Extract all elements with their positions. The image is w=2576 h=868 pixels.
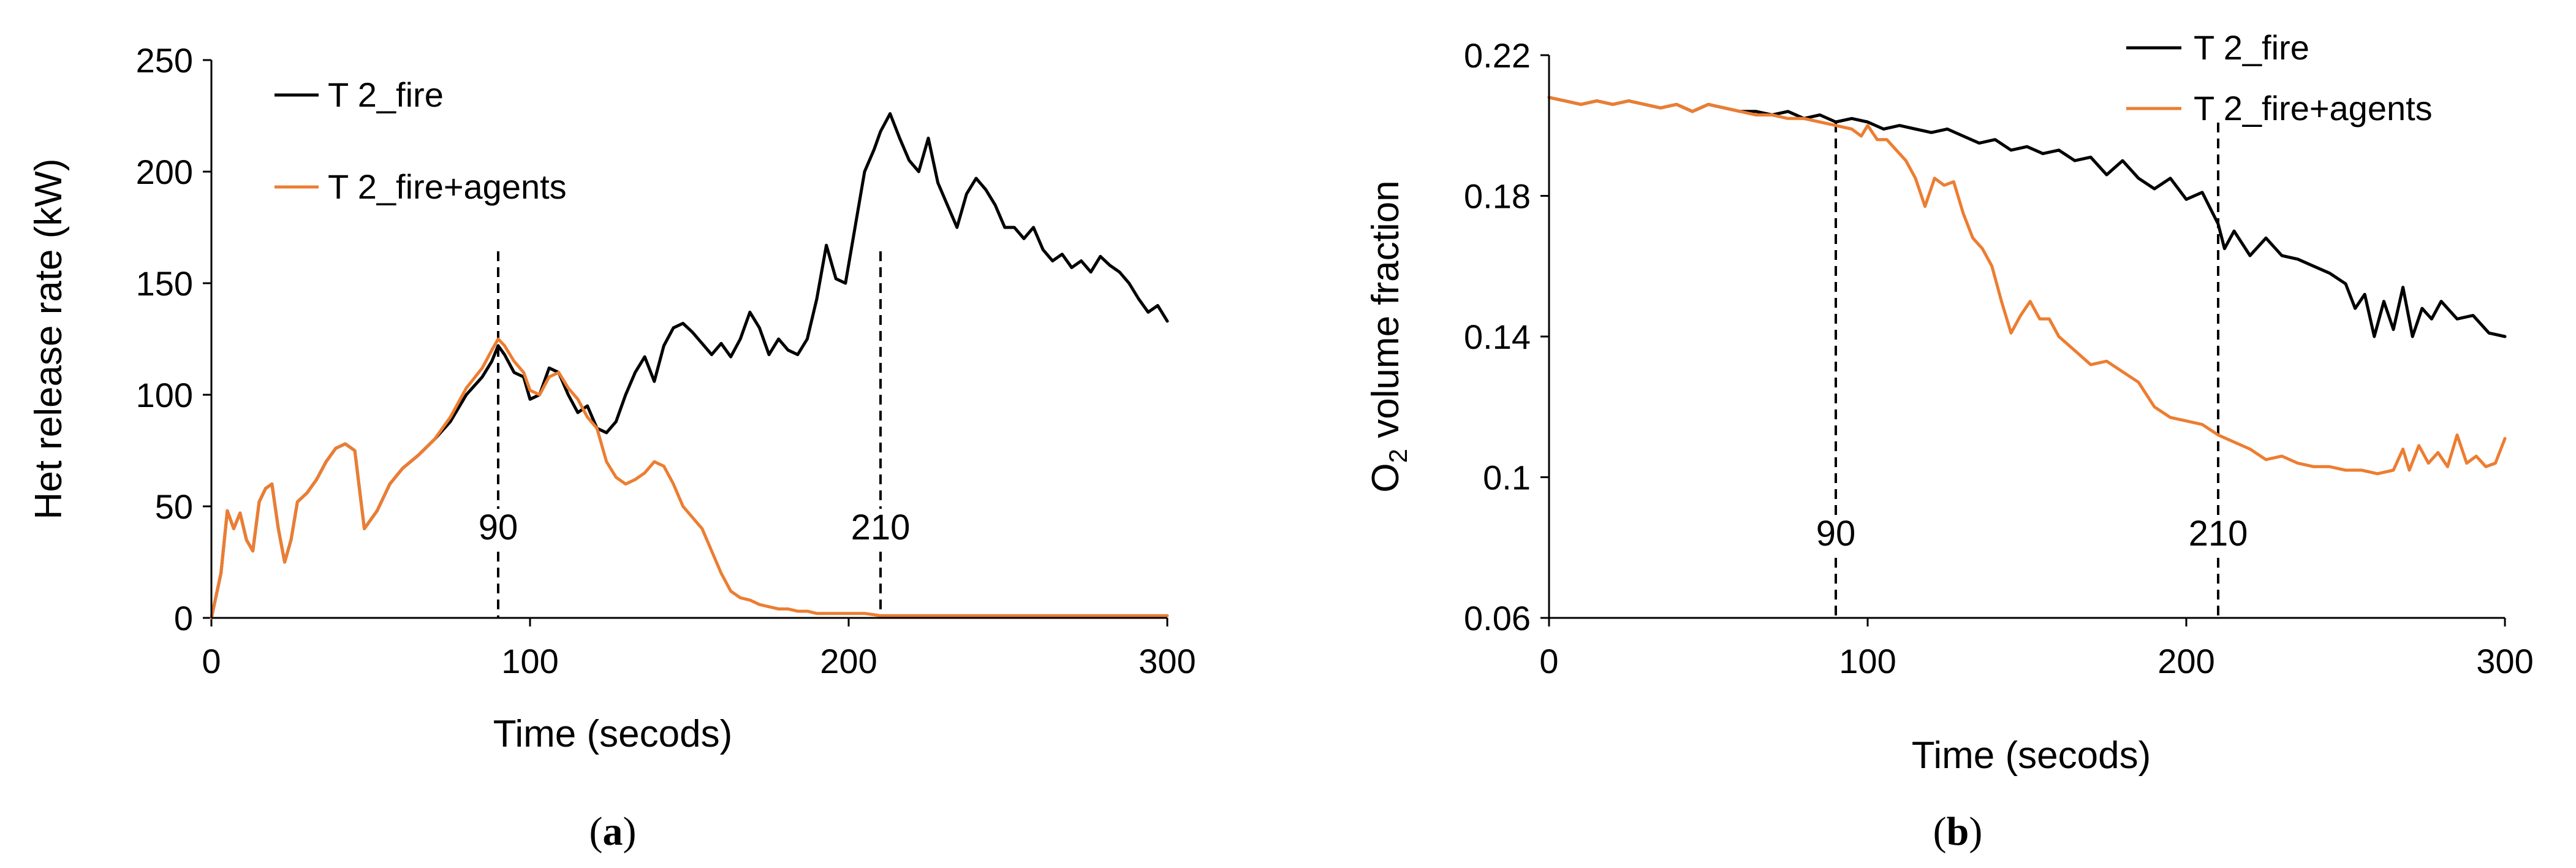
series-line-fire-agents: [210, 337, 1169, 620]
caption-close-a: ): [623, 809, 637, 854]
y-tick-label: 0.06: [1464, 599, 1531, 638]
series-line-fire-agents: [1547, 96, 2507, 476]
y-axis-title-b: O2 volume fraction: [1365, 180, 1412, 492]
series-layer-a: [210, 112, 1169, 620]
x-tick-label: 0: [1539, 642, 1558, 680]
y-tick-label: 0.18: [1464, 177, 1531, 216]
marker-layer-b: 90 210: [1816, 123, 2248, 618]
legend-label-agents-b: T 2_fire+agents: [2194, 89, 2433, 128]
legend-label-agents-a: T 2_fire+agents: [328, 167, 567, 206]
legend-b: T 2_fire T 2_fire+agents: [2126, 28, 2433, 128]
marker-label-210: 210: [851, 508, 911, 547]
marker-label-210: 210: [2189, 514, 2248, 554]
x-tick-label: 300: [1138, 642, 1195, 680]
legend-label-fire-b: T 2_fire: [2194, 28, 2309, 67]
y-tick-label: 50: [155, 487, 193, 526]
x-tick-label: 100: [1839, 642, 1896, 680]
x-tick-label: 100: [501, 642, 558, 680]
marker-label-90: 90: [479, 508, 518, 547]
y-axis-title-b-sub: 2: [1384, 449, 1412, 463]
x-tick-label: 0: [202, 642, 221, 680]
caption-letter-b: b: [1947, 809, 1969, 854]
y-tick-label: 100: [136, 376, 193, 414]
caption-letter-a: a: [603, 809, 623, 854]
legend-label-fire-a: T 2_fire: [328, 75, 444, 114]
y-tick-label: 0.14: [1464, 318, 1531, 356]
y-tick-label: 200: [136, 153, 193, 191]
caption-close-b: ): [1969, 809, 1982, 854]
x-tick-label: 200: [820, 642, 877, 680]
y-axis-title-b-suffix: volume fraction: [1365, 180, 1407, 449]
caption-a: (a): [589, 809, 637, 854]
x-tick-label: 300: [2476, 642, 2533, 680]
chart-panel-a: 0 100 200 300 0 50 100 150 200 250 90 210 Time (se…: [28, 41, 1196, 854]
y-axis-title-a: Het release rate (kW): [28, 158, 70, 519]
caption-open-a: (: [589, 809, 603, 854]
y-tick-label: 0.22: [1464, 36, 1531, 75]
y-tick-label: 150: [136, 264, 193, 303]
y-tick-label: 0.1: [1483, 459, 1531, 497]
x-axis-title-a: Time (secods): [493, 713, 732, 755]
series-layer-b: [1547, 96, 2507, 476]
y-tick-label: 0: [174, 599, 193, 638]
marker-layer-a: 90 210: [479, 251, 911, 618]
legend-a: T 2_fire T 2_fire+agents: [275, 75, 567, 206]
tick-layer-b: 0 100 200 300 0.06 0.1 0.14 0.18 0.22: [1464, 36, 2534, 680]
marker-label-90: 90: [1816, 514, 1856, 554]
caption-b: (b): [1933, 809, 1983, 854]
y-tick-label: 250: [136, 41, 193, 80]
tick-layer-a: 0 100 200 300 0 50 100 150 200 250: [136, 41, 1196, 680]
chart-panel-b: 0 100 200 300 0.06 0.1 0.14 0.18 0.22 90 210 Time…: [1365, 28, 2534, 854]
x-tick-label: 200: [2157, 642, 2214, 680]
x-axis-title-b: Time (secods): [1912, 734, 2151, 777]
y-axis-title-b-prefix: O: [1365, 463, 1407, 492]
caption-open-b: (: [1933, 809, 1947, 854]
series-line-fire: [1547, 96, 2507, 338]
